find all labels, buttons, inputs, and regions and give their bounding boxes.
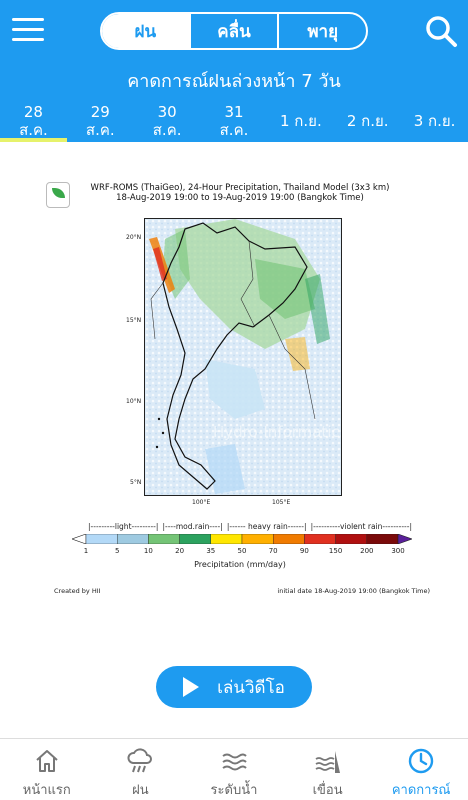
figure-title-line2: 18-Aug-2019 19:00 to 19-Aug-2019 19:00 (… — [116, 193, 364, 203]
colorbar-min-arrow — [72, 534, 87, 544]
tab-rain[interactable]: ฝน — [102, 14, 189, 48]
app-header: ฝน คลื่น พายุ คาดการณ์ฝนล่วงหน้า 7 วัน 2… — [0, 0, 468, 142]
nav-rain-label: ฝน — [132, 783, 149, 798]
date-tab-31[interactable]: 31 ส.ค. — [201, 100, 268, 142]
colorbar-segment — [210, 534, 243, 544]
date-tab-sep-3[interactable]: 3 ก.ย. — [401, 100, 468, 142]
play-video-button[interactable]: เล่นวิดีโอ — [156, 666, 312, 708]
date-month: ส.ค. — [219, 121, 249, 139]
date-day: 29 — [90, 103, 110, 121]
colorbar-tick-label: 150 — [328, 547, 343, 555]
date-day: 1 ก.ย. — [280, 112, 322, 130]
map-graphic — [145, 219, 341, 495]
nav-water-level[interactable]: ระดับน้ำ — [187, 739, 281, 800]
lat-tick-5n: 5°N — [130, 479, 142, 486]
lon-tick-105e: 105°E — [272, 499, 291, 506]
nav-forecast-label: คาดการณ์ — [391, 783, 451, 798]
colorbar-segment — [304, 534, 336, 544]
colorbar-segment — [85, 534, 118, 544]
colorbar-segment — [117, 534, 149, 544]
tab-waves[interactable]: คลื่น — [188, 14, 278, 48]
home-icon — [36, 750, 58, 772]
tab-storm[interactable]: พายุ — [277, 14, 366, 48]
colorbar-segment — [335, 534, 368, 544]
colorbar-tick-label: 35 — [206, 547, 216, 555]
colorbar-segment — [366, 534, 399, 544]
colorbar-tick-label: 5 — [114, 547, 120, 555]
bottom-navigation: หน้าแรก ฝน ระดับน้ำ เขื่อน คา — [0, 738, 468, 800]
nav-dam[interactable]: เขื่อน — [281, 739, 375, 800]
colorbar-tick-label: 20 — [175, 547, 185, 555]
rain-cloud-icon — [127, 748, 153, 773]
watermark-text: Hydro-Informatics Institute — [213, 423, 342, 441]
clock-icon — [408, 748, 434, 774]
nav-forecast[interactable]: คาดการณ์ — [374, 739, 468, 800]
date-month: ส.ค. — [152, 121, 182, 139]
colorbar-segment — [148, 534, 180, 544]
colorbar-tick-label: 1 — [83, 547, 89, 555]
precipitation-map: Hydro-Informatics Institute — [144, 218, 342, 496]
date-tab-sep-2[interactable]: 2 ก.ย. — [334, 100, 401, 142]
hii-logo — [46, 182, 70, 208]
date-day: 30 — [157, 103, 177, 121]
lat-tick-20n: 20°N — [126, 234, 142, 241]
lat-tick-15n: 15°N — [126, 317, 142, 324]
colorbar-title: Precipitation (mm/day) — [194, 560, 286, 569]
category-violent: |----------violent rain----------| — [310, 522, 412, 531]
colorbar-tick-label: 50 — [237, 547, 247, 555]
precipitation-colorbar — [72, 534, 412, 544]
dam-icon — [315, 751, 340, 773]
category-light: |---------light---------| — [88, 522, 159, 531]
colorbar-segment — [241, 534, 274, 544]
category-heavy: |------ heavy rain------| — [226, 522, 307, 531]
play-button-label: เล่นวิดีโอ — [217, 677, 285, 698]
figure-title: WRF-ROMS (ThaiGeo), 24-Hour Precipitatio… — [40, 183, 440, 203]
lat-tick-10n: 10°N — [126, 398, 142, 405]
colorbar-tick-label: 200 — [360, 547, 374, 555]
date-tabs: 28 ส.ค. 29 ส.ค. 30 ส.ค. 31 ส.ค. 1 ก.ย. 2… — [0, 100, 468, 142]
rain-category-labels: |---------light---------| |----mod.rain-… — [88, 522, 412, 531]
date-day: 28 — [23, 103, 43, 121]
colorbar-tick-labels: 1 5 10 20 35 50 70 90 150 200 300 — [40, 547, 440, 557]
hamburger-menu-icon[interactable] — [12, 18, 44, 44]
nav-rain[interactable]: ฝน — [94, 739, 188, 800]
type-segmented-control: ฝน คลื่น พายุ — [100, 12, 368, 50]
colorbar-segment — [272, 534, 305, 544]
nav-dam-label: เขื่อน — [312, 783, 343, 798]
colorbar-tick-label: 300 — [391, 547, 405, 555]
page-title: คาดการณ์ฝนล่วงหน้า 7 วัน — [127, 71, 341, 92]
colorbar-segment — [179, 534, 211, 544]
water-level-icon — [222, 753, 247, 771]
nav-home-label: หน้าแรก — [22, 783, 71, 798]
date-tab-sep-1[interactable]: 1 ก.ย. — [267, 100, 334, 142]
search-icon[interactable] — [424, 14, 458, 48]
lon-tick-100e: 100°E — [192, 499, 211, 506]
colorbar-max-arrow — [397, 534, 412, 544]
date-day: 2 ก.ย. — [346, 112, 389, 130]
colorbar-tick-label: 10 — [143, 547, 153, 555]
colorbar-tick-label: 90 — [299, 547, 309, 555]
date-tab-28[interactable]: 28 ส.ค. — [0, 100, 67, 142]
date-month: ส.ค. — [85, 121, 115, 139]
play-icon — [183, 677, 200, 697]
date-day: 31 — [224, 103, 244, 121]
colorbar-tick-label: 70 — [268, 547, 278, 555]
nav-home[interactable]: หน้าแรก — [0, 739, 94, 800]
created-by-text: Created by HII — [54, 587, 101, 595]
nav-water-level-label: ระดับน้ำ — [210, 783, 258, 798]
figure-title-line1: WRF-ROMS (ThaiGeo), 24-Hour Precipitatio… — [90, 183, 390, 193]
category-moderate: |----mod.rain----| — [162, 522, 223, 531]
date-month: ส.ค. — [19, 121, 48, 139]
date-tab-29[interactable]: 29 ส.ค. — [67, 100, 134, 142]
date-day: 3 ก.ย. — [413, 112, 456, 130]
initial-date-text: initial date 18-Aug-2019 19:00 (Bangkok … — [277, 587, 430, 595]
date-tab-30[interactable]: 30 ส.ค. — [134, 100, 201, 142]
forecast-map-figure: WRF-ROMS (ThaiGeo), 24-Hour Precipitatio… — [40, 176, 440, 606]
